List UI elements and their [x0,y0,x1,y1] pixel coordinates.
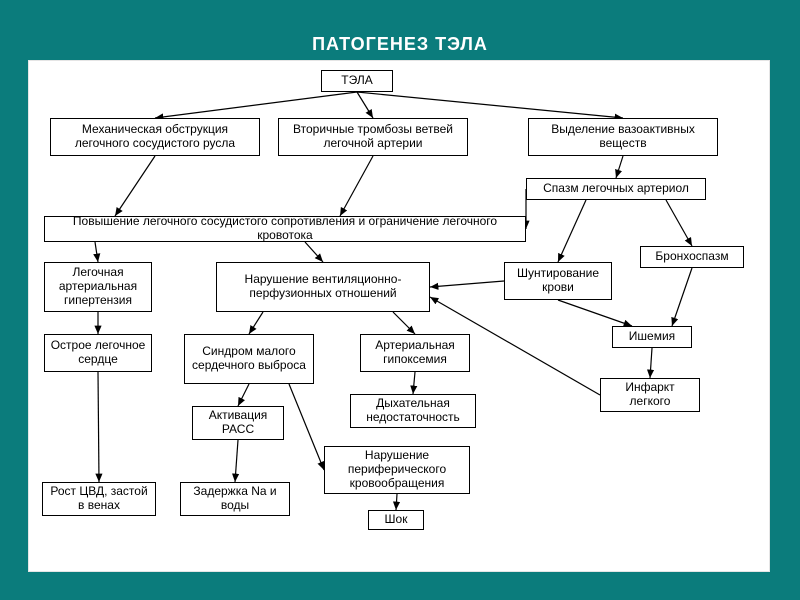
node-vq: Нарушение вентиляционно-перфузионных отн… [216,262,430,312]
node-thromb: Вторичные тромбозы ветвей легочной артер… [278,118,468,156]
edge-spasm-shunt [558,200,586,262]
slide: ПАТОГЕНЕЗ ТЭЛА ТЭЛА Механическая обструкц… [0,0,800,600]
edge-resist-pah [95,242,98,262]
node-periph: Нарушение периферического кровообращения [324,446,470,494]
edge-cor-cvd [98,372,99,482]
node-resist: Повышение легочного сосудистого сопротив… [44,216,526,242]
edge-periph-shock [396,494,397,510]
node-hypox: Артериальная гипоксемия [360,334,470,372]
node-broncho: Бронхоспазм [640,246,744,268]
node-mech: Механическая обструкция легочного сосуди… [50,118,260,156]
edge-resist-vq [305,242,323,262]
node-resp: Дыхательная недостаточность [350,394,476,428]
edge-hypox-resp [413,372,415,394]
node-cor: Острое легочное сердце [44,334,152,372]
node-infarct: Инфаркт легкого [600,378,700,412]
node-rass: Активация РАСС [192,406,284,440]
edge-vq-lowco [249,312,263,334]
edge-root-vaso [357,92,623,118]
node-pah: Легочная артериальная гипертензия [44,262,152,312]
node-lowco: Синдром малого сердечного выброса [184,334,314,384]
edge-spasm-broncho [666,200,692,246]
edge-rass-na [235,440,238,482]
node-root: ТЭЛА [321,70,393,92]
edge-lowco-periph [289,384,324,470]
node-shock: Шок [368,510,424,530]
edge-vaso-spasm [616,156,623,178]
edge-broncho-ischemia [672,268,692,326]
slide-title: ПАТОГЕНЕЗ ТЭЛА [0,34,800,55]
node-na: Задержка Na и воды [180,482,290,516]
edge-thromb-resist [340,156,373,216]
node-cvd: Рост ЦВД, застой в венах [42,482,156,516]
edge-vq-hypox [393,312,415,334]
node-vaso: Выделение вазоактивных веществ [528,118,718,156]
edge-mech-resist [115,156,155,216]
edge-lowco-rass [238,384,249,406]
node-spasm: Спазм легочных артериол [526,178,706,200]
edge-shunt-vq [430,281,504,287]
node-ischemia: Ишемия [612,326,692,348]
edge-root-mech [155,92,357,118]
node-shunt: Шунтирование крови [504,262,612,300]
diagram-canvas: ТЭЛА Механическая обструкция легочного со… [28,60,770,572]
edge-shunt-ischemia [558,300,632,326]
edge-ischemia-infarct [650,348,652,378]
edge-root-thromb [357,92,373,118]
